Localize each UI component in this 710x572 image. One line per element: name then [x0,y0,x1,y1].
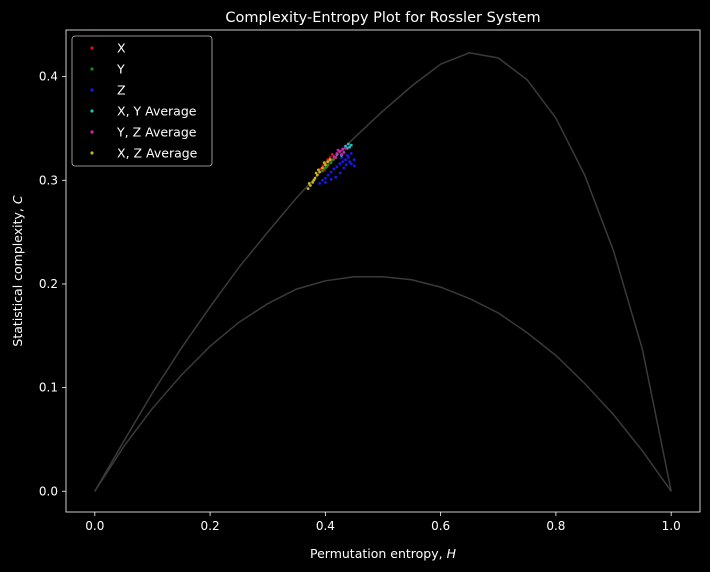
legend-marker [90,130,94,134]
data-point [352,164,356,168]
data-point [342,150,346,154]
y-tick-label: 0.2 [39,277,58,291]
y-tick-label: 0.1 [39,381,58,395]
data-point [306,187,310,191]
legend-box [71,35,213,167]
x-tick-label: 0.4 [316,519,335,533]
data-point [330,153,334,156]
data-point [321,169,324,173]
legend-marker [90,88,94,92]
data-point [341,160,345,164]
data-point [326,158,330,162]
data-point [326,173,330,177]
y-tick-label: 0.0 [39,484,58,498]
data-point [313,176,317,180]
data-point [340,156,343,159]
data-point [329,177,333,181]
data-point [347,142,350,146]
data-point [329,170,333,174]
data-point [334,156,338,159]
data-point [326,160,330,164]
data-point [324,176,327,180]
data-point [321,164,325,168]
data-point [317,168,320,172]
data-point [309,184,312,187]
data-point [322,161,326,165]
x-tick-label: 0.2 [201,519,220,533]
x-axis: 0.0 0.2 0.4 0.6 0.8 1.0 [85,512,681,533]
data-point [311,181,315,184]
series-2 [318,152,356,185]
data-point [328,156,332,159]
data-point [344,146,347,150]
data-point [318,182,321,185]
legend-label: X, Y Average [117,104,197,119]
x-tick-label: 0.8 [546,519,565,533]
data-point [321,166,324,170]
y-tick-label: 0.4 [39,70,58,84]
series-5 [306,158,332,191]
plot-area [94,52,672,492]
data-point [336,148,340,152]
data-point [349,162,353,166]
x-tick-label: 1.0 [662,519,681,533]
data-point [318,170,321,174]
legend-marker [90,109,94,113]
legend-label: X [117,41,126,56]
data-point [349,143,353,147]
legend-label: Y [116,62,125,77]
data-point [332,158,335,162]
x-tick-label: 0.6 [431,519,450,533]
data-point [324,163,327,167]
data-point [352,158,356,162]
data-point [338,171,342,175]
data-point [344,144,347,148]
data-point [344,163,348,167]
chart-title: Complexity-Entropy Plot for Rossler Syst… [225,10,540,26]
lower-bound-curve [94,275,672,492]
data-point [345,154,349,157]
legend-label: X, Z Average [117,146,198,161]
y-axis-label: Statistical complexity, C [10,195,25,346]
data-point [335,165,339,169]
data-point [332,167,336,171]
data-point [334,175,338,179]
data-point [340,153,343,156]
data-point [349,152,353,155]
legend-label: Y, Z Average [116,125,197,140]
data-point [324,181,327,184]
legend-label: Z [117,83,126,98]
data-point [342,166,346,170]
data-point [329,161,333,165]
upper-bound-curve [94,52,672,492]
data-point [341,147,345,151]
plot-frame [65,29,701,513]
data-point [335,152,339,155]
data-point [307,182,311,185]
data-point [344,158,347,162]
data-point [328,158,332,162]
data-point [348,160,351,164]
legend-marker [90,67,94,71]
data-point [314,171,318,175]
x-axis-label: Permutation entropy, H [310,546,457,561]
data-point [338,162,342,166]
data-point [321,178,324,182]
data-point [312,178,316,182]
legend-marker [90,46,94,50]
data-point [324,166,327,170]
data-point [348,145,351,149]
legend-marker [90,151,94,155]
x-tick-label: 0.0 [85,519,104,533]
data-point [347,156,350,159]
y-axis: 0.0 0.1 0.2 0.3 0.4 [39,70,66,498]
legend: XYZ X, Y Average Y, Z Average X, Z Average [71,35,213,167]
y-tick-label: 0.3 [39,173,58,187]
data-point [315,173,319,177]
